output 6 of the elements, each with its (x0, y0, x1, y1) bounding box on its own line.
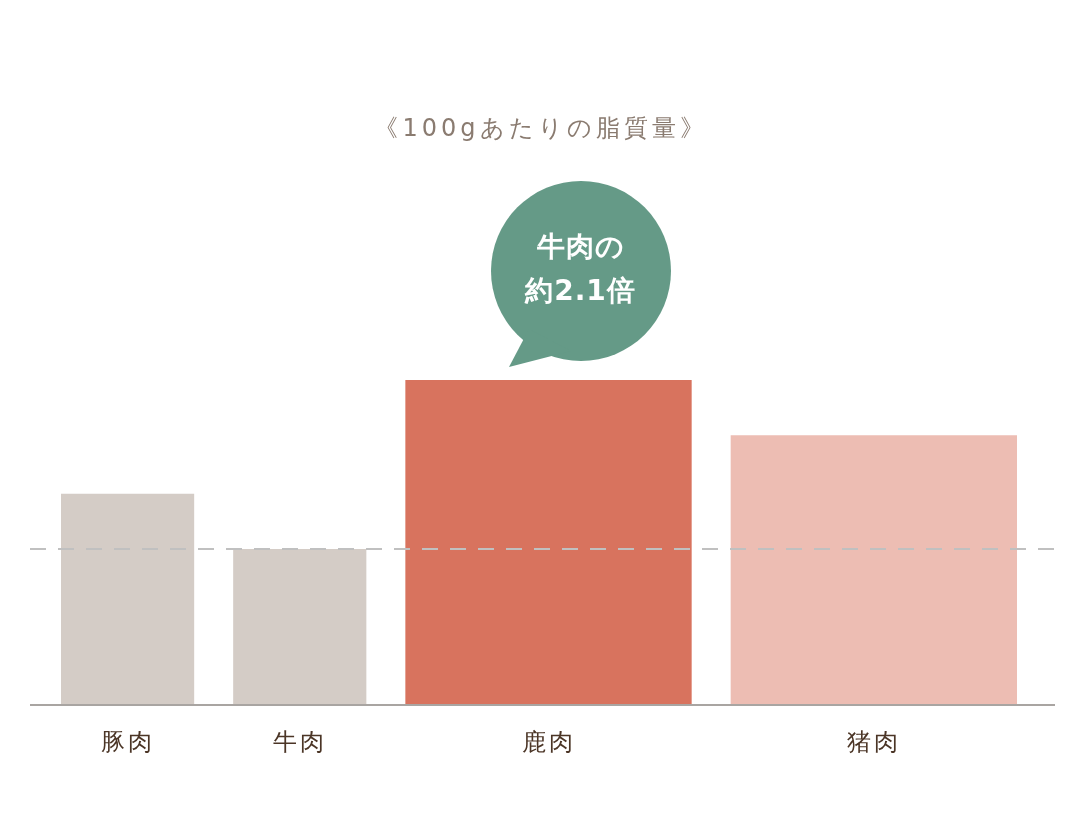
x-tick-label: 豚肉 (100, 728, 155, 756)
x-tick-label: 鹿肉 (521, 728, 576, 756)
chart-title: 《100gあたりの脂質量》 (374, 113, 708, 144)
x-tick-label: 牛肉 (272, 728, 327, 756)
x-tick-label: 猪肉 (846, 728, 901, 756)
annotation: 牛肉の約2.1倍 (524, 228, 637, 309)
